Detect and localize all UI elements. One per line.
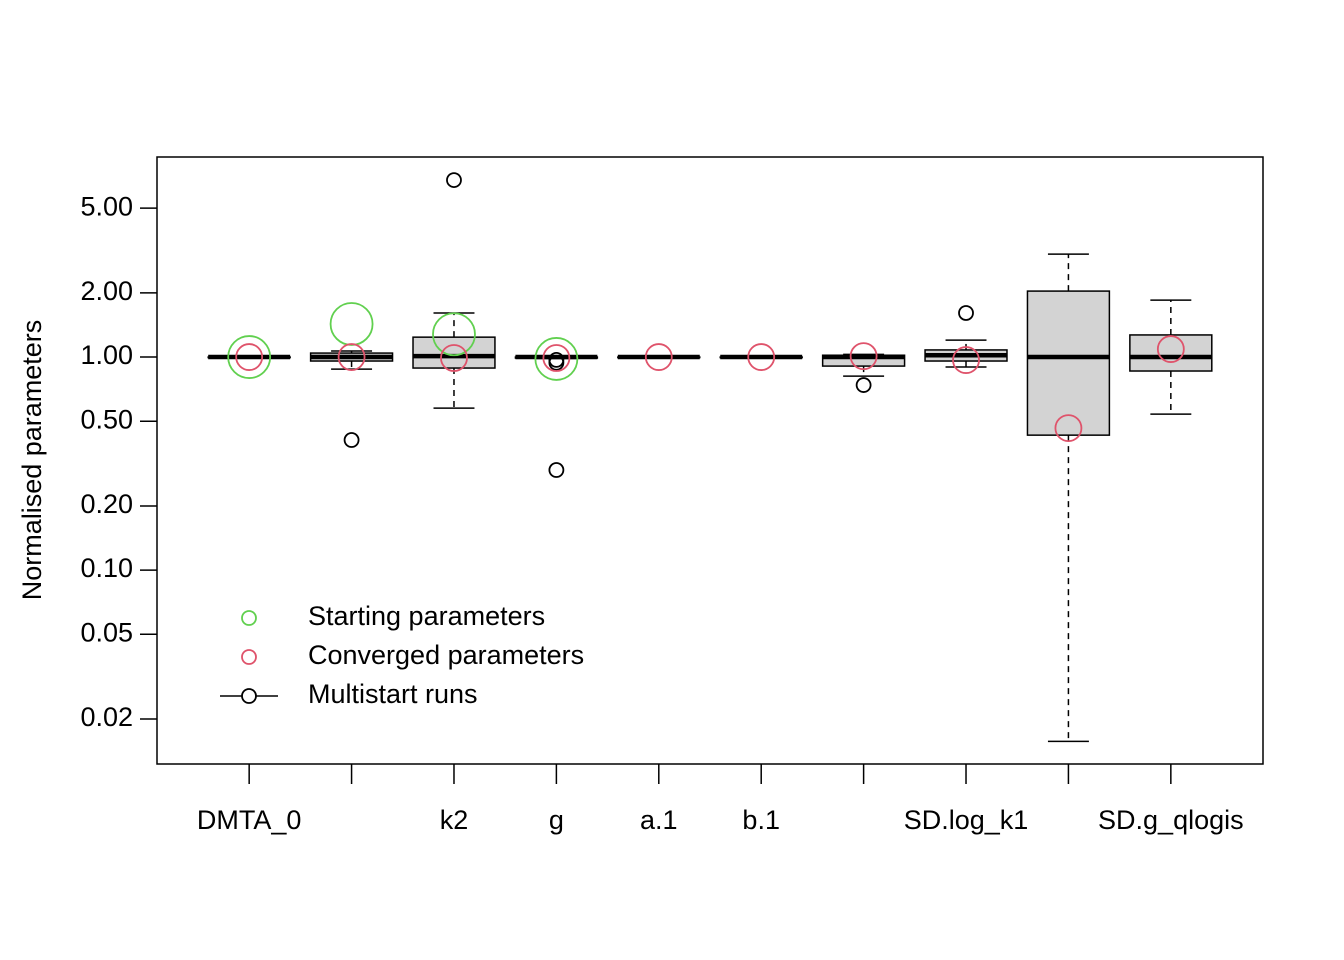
param-point	[644, 343, 673, 371]
param-point	[432, 312, 476, 357]
y-axis-label: Normalised parameters	[17, 320, 47, 601]
plot-frame	[156, 156, 1264, 765]
y-tick-label: 0.05	[80, 617, 133, 647]
outlier	[855, 377, 872, 393]
outlier	[446, 172, 462, 189]
y-tick-label: 0.10	[80, 553, 133, 583]
box	[1129, 334, 1213, 372]
x-tick-label: g	[549, 805, 564, 835]
param-point	[849, 342, 878, 371]
x-tick-label: SD.log_k1	[904, 805, 1029, 835]
legend-symbol	[241, 649, 257, 665]
x-tick-label: SD.g_qlogis	[1098, 805, 1244, 835]
param-point	[440, 344, 468, 372]
x-tick-label: k2	[440, 805, 469, 835]
y-tick-label: 0.20	[80, 489, 133, 519]
param-point	[952, 346, 980, 374]
box	[412, 336, 496, 369]
outlier	[548, 462, 565, 478]
x-tick-label: b.1	[742, 805, 780, 835]
param-point	[1054, 414, 1083, 443]
outlier	[548, 351, 565, 368]
legend-label: Starting parameters	[308, 601, 545, 631]
y-tick-label: 2.00	[80, 276, 133, 306]
x-tick-label: a.1	[640, 805, 678, 835]
legend-symbol	[241, 610, 257, 626]
param-point	[534, 337, 579, 381]
outlier	[958, 305, 974, 321]
legend-label: Multistart runs	[308, 679, 478, 709]
param-point	[329, 302, 374, 346]
y-tick-label: 0.02	[80, 702, 133, 732]
x-tick-label: DMTA_0	[197, 805, 302, 835]
y-tick-label: 0.50	[80, 404, 133, 434]
legend-symbol	[241, 688, 257, 704]
param-point	[542, 344, 571, 372]
y-tick-label: 5.00	[80, 191, 133, 221]
param-point	[235, 343, 264, 371]
y-tick-label: 1.00	[80, 340, 133, 370]
param-point	[747, 343, 776, 371]
box	[1026, 290, 1111, 436]
param-point	[1156, 335, 1185, 363]
param-point	[337, 343, 366, 371]
param-point	[227, 335, 272, 379]
outlier	[343, 432, 360, 448]
legend-label: Converged parameters	[308, 640, 584, 670]
